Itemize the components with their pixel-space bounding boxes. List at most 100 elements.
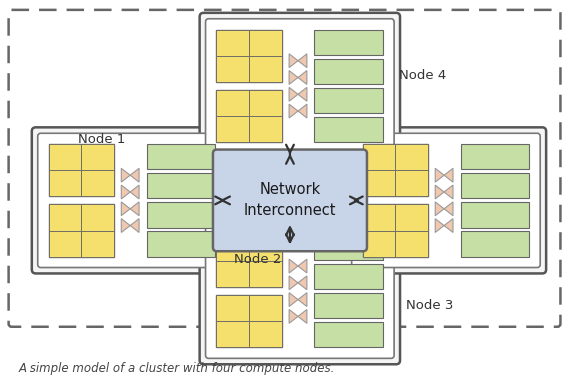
Bar <box>147 203 215 228</box>
Bar <box>81 144 114 170</box>
Bar <box>395 170 427 196</box>
Polygon shape <box>289 87 298 101</box>
Bar <box>363 204 427 257</box>
Bar <box>217 235 249 261</box>
Bar <box>315 30 383 55</box>
Bar <box>249 30 281 56</box>
FancyBboxPatch shape <box>352 133 540 268</box>
Bar <box>395 144 427 170</box>
Bar <box>217 261 249 287</box>
Bar <box>315 235 383 260</box>
Bar <box>315 293 383 318</box>
Polygon shape <box>298 310 307 323</box>
Polygon shape <box>130 202 139 216</box>
Polygon shape <box>289 310 298 323</box>
Polygon shape <box>289 276 298 290</box>
Bar <box>49 144 114 196</box>
Bar <box>249 90 281 116</box>
Bar <box>363 231 395 257</box>
Text: A simple model of a cluster with four compute nodes.: A simple model of a cluster with four co… <box>18 362 335 375</box>
Bar <box>49 231 81 257</box>
FancyBboxPatch shape <box>9 10 560 327</box>
Polygon shape <box>435 219 444 233</box>
Bar <box>461 173 529 198</box>
Polygon shape <box>289 70 298 84</box>
Bar <box>315 322 383 348</box>
Bar <box>461 144 529 169</box>
Polygon shape <box>435 168 444 182</box>
Bar <box>217 321 249 348</box>
Text: Node 3: Node 3 <box>406 299 454 312</box>
Bar <box>217 116 249 142</box>
Bar <box>363 144 395 170</box>
Bar <box>249 321 281 348</box>
Bar <box>147 173 215 198</box>
Text: Node 1: Node 1 <box>78 133 125 146</box>
Bar <box>249 261 281 287</box>
Bar <box>395 231 427 257</box>
Bar <box>217 30 281 82</box>
Polygon shape <box>121 202 130 216</box>
Polygon shape <box>298 87 307 101</box>
FancyBboxPatch shape <box>346 127 546 273</box>
Polygon shape <box>298 104 307 118</box>
Polygon shape <box>289 259 298 273</box>
Polygon shape <box>289 54 298 68</box>
Bar <box>217 235 281 287</box>
Polygon shape <box>435 185 444 199</box>
Bar <box>315 264 383 289</box>
Polygon shape <box>298 259 307 273</box>
FancyBboxPatch shape <box>213 149 367 251</box>
Bar <box>217 295 281 348</box>
Bar <box>49 204 114 257</box>
Polygon shape <box>289 104 298 118</box>
Bar <box>217 30 249 56</box>
Bar <box>363 204 395 231</box>
Polygon shape <box>298 54 307 68</box>
Polygon shape <box>444 202 453 216</box>
Polygon shape <box>130 168 139 182</box>
Bar <box>461 231 529 257</box>
FancyBboxPatch shape <box>199 13 400 159</box>
Bar <box>217 295 249 321</box>
FancyBboxPatch shape <box>206 19 394 153</box>
Bar <box>249 295 281 321</box>
Polygon shape <box>121 219 130 233</box>
FancyBboxPatch shape <box>199 218 400 364</box>
Bar <box>363 170 395 196</box>
Polygon shape <box>298 293 307 306</box>
Polygon shape <box>435 202 444 216</box>
Polygon shape <box>121 168 130 182</box>
Polygon shape <box>289 293 298 306</box>
Bar <box>395 204 427 231</box>
Bar <box>315 59 383 84</box>
Polygon shape <box>130 219 139 233</box>
Bar <box>81 170 114 196</box>
Bar <box>249 56 281 82</box>
Polygon shape <box>444 219 453 233</box>
Bar <box>81 231 114 257</box>
Text: Node 4: Node 4 <box>399 69 446 82</box>
FancyBboxPatch shape <box>38 133 226 268</box>
Bar <box>217 90 281 142</box>
Text: Network
Interconnect: Network Interconnect <box>244 182 336 218</box>
Polygon shape <box>444 168 453 182</box>
Bar <box>315 117 383 142</box>
FancyBboxPatch shape <box>206 224 394 358</box>
Polygon shape <box>121 185 130 199</box>
Bar <box>147 144 215 169</box>
Bar <box>249 235 281 261</box>
Bar <box>249 116 281 142</box>
Polygon shape <box>444 185 453 199</box>
Bar <box>49 170 81 196</box>
Bar <box>217 90 249 116</box>
Bar <box>461 203 529 228</box>
Bar <box>81 204 114 231</box>
Bar <box>147 231 215 257</box>
Text: Node 2: Node 2 <box>234 253 281 266</box>
Bar <box>315 88 383 113</box>
Polygon shape <box>130 185 139 199</box>
Polygon shape <box>298 276 307 290</box>
Bar <box>217 56 249 82</box>
Bar <box>363 144 427 196</box>
